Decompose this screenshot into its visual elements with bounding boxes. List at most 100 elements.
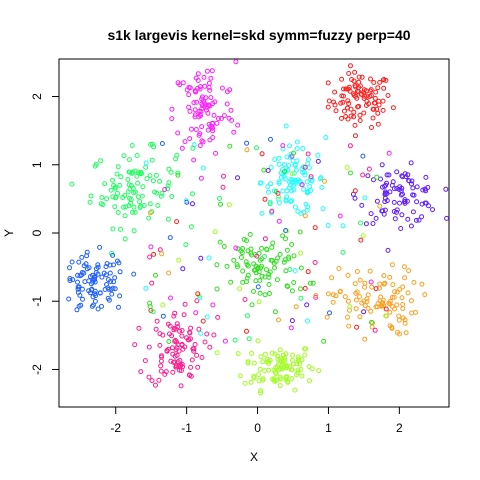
scatter-point: [209, 68, 215, 74]
scatter-point: [132, 189, 138, 195]
scatter-point: [249, 302, 255, 308]
scatter-point: [315, 158, 321, 164]
scatter-point: [195, 78, 201, 83]
scatter-point: [262, 292, 268, 298]
scatter-point: [146, 344, 152, 350]
scatter-point: [169, 345, 175, 351]
scatter-point: [353, 306, 359, 312]
scatter-point: [244, 313, 250, 319]
scatter-point: [110, 177, 116, 183]
scatter-point: [281, 259, 287, 265]
scatter-point: [391, 199, 397, 205]
scatter-point: [266, 367, 271, 373]
scatter-point: [255, 284, 261, 290]
scatter-point: [199, 101, 205, 107]
scatter-point: [361, 309, 367, 315]
scatter-point: [325, 104, 331, 110]
scatter-point: [257, 366, 263, 372]
scatter-point: [189, 126, 194, 132]
scatter-point: [369, 324, 375, 330]
scatter-point: [396, 317, 402, 323]
scatter-point: [182, 344, 188, 350]
scatter-point: [347, 143, 353, 149]
scatter-point: [409, 178, 415, 184]
scatter-point: [341, 86, 346, 92]
scatter-point: [191, 157, 197, 163]
scatter-point: [190, 145, 196, 151]
scatter-point: [358, 91, 364, 97]
scatter-point: [302, 346, 308, 352]
scatter-point: [315, 152, 321, 158]
scatter-point: [351, 114, 357, 120]
scatter-point: [298, 366, 304, 372]
scatter-point: [356, 79, 362, 85]
scatter-point: [189, 357, 195, 363]
scatter-point: [351, 109, 357, 115]
scatter-point: [380, 98, 386, 104]
scatter-point: [242, 380, 248, 386]
scatter-point: [307, 378, 312, 384]
scatter-point: [104, 282, 109, 287]
scatter-point: [175, 170, 181, 176]
scatter-point: [359, 202, 365, 208]
scatter-point: [268, 181, 273, 187]
scatter-point: [211, 112, 217, 118]
scatter-point: [210, 135, 216, 140]
scatter-point: [244, 147, 250, 153]
scatter-point: [135, 194, 141, 200]
scatter-point: [200, 318, 206, 324]
scatter-point: [392, 306, 397, 312]
scatter-point: [255, 338, 261, 344]
scatter-point: [362, 336, 368, 342]
scatter-point: [204, 314, 210, 320]
scatter-point: [221, 113, 227, 119]
scatter-point: [256, 299, 262, 305]
scatter-point: [385, 93, 391, 98]
scatter-point: [134, 173, 140, 179]
scatter-point: [157, 342, 163, 348]
scatter-point: [271, 378, 277, 383]
scatter-point: [204, 104, 210, 110]
scatter-point: [210, 101, 216, 106]
scatter-point: [211, 332, 217, 338]
scatter-point: [232, 337, 238, 343]
scatter-point: [260, 359, 266, 365]
scatter-point: [247, 232, 253, 237]
scatter-point: [304, 302, 310, 308]
scatter-point: [238, 255, 244, 260]
scatter-point: [269, 208, 275, 214]
scatter-point: [235, 175, 240, 181]
scatter-point: [337, 213, 343, 219]
scatter-point: [75, 272, 81, 278]
scatter-point: [349, 77, 355, 82]
scatter-point: [202, 83, 208, 89]
scatter-point: [400, 174, 406, 180]
scatter-point: [93, 161, 99, 167]
scatter-point: [237, 286, 243, 292]
scatter-point: [384, 172, 390, 178]
scatter-point: [69, 259, 75, 265]
scatter-point: [113, 194, 119, 200]
scatter-point: [387, 274, 393, 280]
scatter-point: [282, 169, 287, 174]
scatter-point: [364, 93, 370, 99]
scatter-point: [289, 318, 295, 324]
scatter-point: [235, 246, 241, 252]
scatter-point: [373, 89, 379, 95]
scatter-point: [177, 328, 183, 334]
scatter-point: [386, 150, 392, 156]
scatter-point: [391, 294, 397, 300]
scatter-point: [263, 267, 269, 273]
scatter-point: [193, 89, 198, 95]
scatter-point: [175, 130, 181, 136]
scatter-point: [302, 213, 308, 219]
scatter-point: [258, 354, 264, 360]
scatter-point: [444, 215, 450, 221]
x-tick-label: -1: [181, 421, 192, 435]
scatter-point: [207, 87, 213, 93]
scatter-point: [327, 310, 332, 316]
scatter-point: [319, 185, 325, 190]
scatter-point: [153, 172, 159, 178]
scatter-point: [295, 358, 301, 364]
scatter-point: [257, 278, 263, 283]
